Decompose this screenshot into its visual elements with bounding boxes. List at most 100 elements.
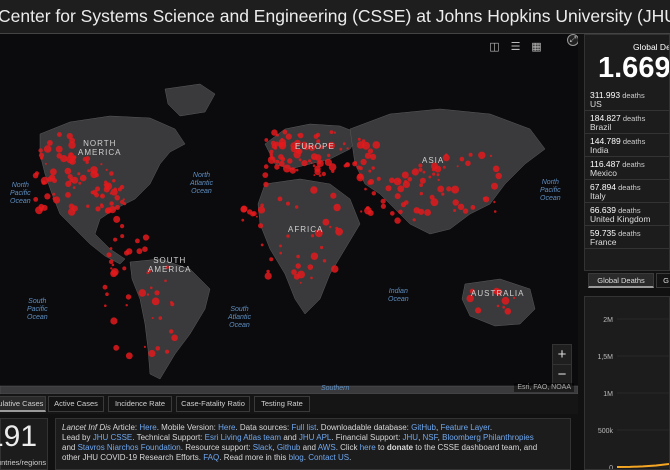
- case-dot[interactable]: [418, 167, 423, 172]
- case-dot[interactable]: [419, 183, 423, 188]
- case-dot[interactable]: [143, 345, 146, 348]
- case-dot[interactable]: [154, 290, 160, 296]
- case-dot[interactable]: [125, 294, 132, 300]
- case-dot[interactable]: [110, 317, 118, 325]
- deaths-list-item[interactable]: 311.993 deaths US: [585, 88, 669, 111]
- case-dot[interactable]: [357, 137, 361, 141]
- bookmark-icon[interactable]: ◫: [489, 41, 500, 53]
- case-dot[interactable]: [85, 160, 89, 164]
- case-dot[interactable]: [148, 349, 156, 358]
- case-dot[interactable]: [279, 244, 282, 248]
- case-dot[interactable]: [321, 171, 326, 177]
- case-dot[interactable]: [120, 234, 125, 239]
- link-full-list[interactable]: Full list: [291, 423, 317, 432]
- case-dot[interactable]: [442, 154, 450, 162]
- tab-case-fatality-ratio[interactable]: Case-Fatality Ratio: [176, 396, 250, 412]
- link-bloomberg[interactable]: Bloomberg Philanthropies: [442, 433, 534, 442]
- case-dot[interactable]: [104, 304, 107, 308]
- case-dot[interactable]: [312, 164, 316, 167]
- case-dot[interactable]: [65, 180, 72, 187]
- case-dot[interactable]: [493, 200, 496, 204]
- case-dot[interactable]: [282, 129, 288, 135]
- case-dot[interactable]: [419, 177, 426, 184]
- case-dot[interactable]: [315, 229, 323, 238]
- case-dot[interactable]: [413, 207, 420, 214]
- tab-incidence-rate[interactable]: Incidence Rate: [108, 396, 172, 412]
- case-dot[interactable]: [331, 169, 335, 173]
- case-dot[interactable]: [109, 201, 114, 206]
- case-dot[interactable]: [135, 238, 140, 244]
- case-dot[interactable]: [111, 268, 119, 276]
- case-dot[interactable]: [263, 164, 269, 169]
- case-dot[interactable]: [462, 208, 469, 214]
- case-dot[interactable]: [407, 177, 413, 182]
- case-dot[interactable]: [331, 265, 339, 273]
- case-dot[interactable]: [404, 180, 408, 183]
- case-dot[interactable]: [104, 208, 111, 214]
- case-dot[interactable]: [401, 171, 409, 179]
- case-dot[interactable]: [72, 186, 76, 189]
- case-dot[interactable]: [49, 174, 56, 181]
- case-dot[interactable]: [90, 170, 98, 179]
- case-dot[interactable]: [240, 205, 248, 213]
- case-dot[interactable]: [314, 168, 321, 176]
- case-dot[interactable]: [360, 210, 363, 213]
- case-dot[interactable]: [125, 352, 133, 360]
- deaths-list-item[interactable]: 67.894 deaths Italy: [585, 180, 669, 203]
- case-dot[interactable]: [452, 199, 459, 206]
- case-dot[interactable]: [466, 294, 474, 303]
- case-dot[interactable]: [110, 267, 113, 270]
- case-dot[interactable]: [285, 133, 292, 140]
- case-dot[interactable]: [55, 145, 63, 153]
- case-dot[interactable]: [457, 203, 465, 210]
- case-dot[interactable]: [255, 215, 258, 218]
- case-dot[interactable]: [360, 158, 367, 166]
- tab-active-cases[interactable]: Active Cases: [48, 396, 104, 412]
- case-dot[interactable]: [327, 153, 331, 158]
- case-dot[interactable]: [151, 297, 160, 306]
- case-dot[interactable]: [68, 208, 76, 216]
- case-dot[interactable]: [95, 186, 101, 192]
- case-dot[interactable]: [165, 349, 170, 354]
- case-dot[interactable]: [310, 234, 315, 238]
- case-dot[interactable]: [346, 147, 349, 150]
- case-dot[interactable]: [150, 286, 153, 290]
- case-dot[interactable]: [50, 168, 57, 176]
- link-nsf[interactable]: NSF: [422, 433, 438, 442]
- case-dot[interactable]: [269, 257, 274, 262]
- case-dot[interactable]: [465, 160, 471, 167]
- case-dot[interactable]: [299, 281, 302, 284]
- case-dot[interactable]: [164, 279, 167, 283]
- case-dot[interactable]: [441, 192, 445, 196]
- case-dot[interactable]: [330, 192, 337, 199]
- case-dot[interactable]: [308, 144, 316, 151]
- case-dot[interactable]: [376, 176, 381, 181]
- link-contact-us[interactable]: Contact US: [308, 453, 350, 462]
- case-dot[interactable]: [446, 186, 452, 192]
- case-dot[interactable]: [113, 344, 120, 351]
- tab-global-deaths[interactable]: Global Deaths: [588, 273, 654, 288]
- link-jhu-csse[interactable]: JHU CSSE: [92, 433, 133, 442]
- case-dot[interactable]: [296, 254, 300, 259]
- case-dot[interactable]: [86, 204, 90, 208]
- case-dot[interactable]: [389, 177, 395, 184]
- case-dot[interactable]: [241, 218, 245, 222]
- case-dot[interactable]: [312, 157, 315, 160]
- tab-g[interactable]: G: [656, 273, 670, 288]
- case-dot[interactable]: [269, 149, 274, 154]
- link-donate-here[interactable]: here: [359, 443, 376, 452]
- case-dot[interactable]: [274, 141, 280, 147]
- map-canvas[interactable]: [0, 34, 578, 394]
- case-dot[interactable]: [318, 174, 322, 177]
- list-icon[interactable]: ☰: [510, 41, 521, 53]
- tab-testing-rate[interactable]: Testing Rate: [254, 396, 310, 412]
- case-dot[interactable]: [69, 178, 73, 183]
- tab-cumulative-cases[interactable]: Cumulative Cases: [0, 396, 46, 412]
- case-dot[interactable]: [482, 196, 487, 201]
- link-esri[interactable]: Esri Living Atlas team: [204, 433, 282, 442]
- case-dot[interactable]: [367, 148, 374, 154]
- case-dot[interactable]: [491, 182, 498, 190]
- case-dot[interactable]: [270, 152, 273, 155]
- deaths-list-item[interactable]: 66.639 deaths United Kingdom: [585, 203, 669, 226]
- case-dot[interactable]: [428, 175, 432, 179]
